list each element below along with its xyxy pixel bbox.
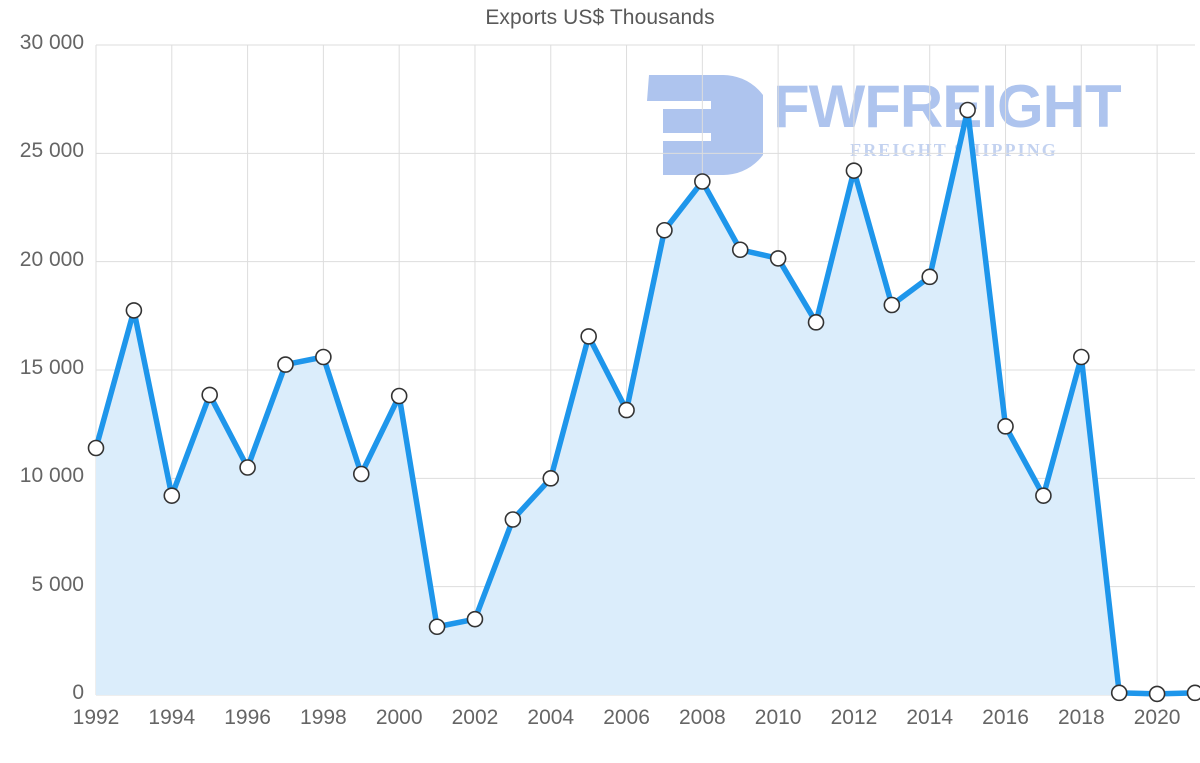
data-point-marker[interactable]: 2021: 100: [1186, 684, 1200, 702]
y-axis-tick-label: 10 000: [19, 464, 84, 488]
x-axis-tick-label: 2018: [1057, 706, 1105, 729]
data-point-marker[interactable]: 2019: 100: [1110, 684, 1128, 702]
x-axis-tick-label: 2008: [678, 706, 726, 729]
series-area: [96, 110, 1195, 695]
y-axis-tick-label: 30 000: [19, 31, 84, 54]
x-axis-tick-label: 2006: [603, 706, 650, 729]
x-axis-tick-label: 2012: [830, 706, 878, 729]
data-point-marker[interactable]: 2006: 13150: [618, 401, 635, 419]
x-axis-tick-label: 2004: [527, 706, 575, 729]
data-point-marker[interactable]: 2001: 3150: [428, 618, 446, 636]
x-axis-tick-label: 2000: [375, 706, 423, 729]
x-axis-tick-label: 2002: [451, 706, 499, 729]
data-point-marker[interactable]: 1999: 10200: [352, 465, 370, 483]
data-point-marker[interactable]: 2012: 24200: [845, 162, 863, 179]
data-point-marker[interactable]: 1993: 17750: [125, 302, 143, 319]
x-axis-tick-label: 2016: [982, 706, 1029, 729]
data-point-marker[interactable]: 2011: 17200: [807, 314, 825, 331]
data-point-marker[interactable]: 2000: 13800: [390, 387, 408, 405]
data-point-marker[interactable]: 2008: 23700: [694, 173, 711, 190]
series-line: [93, 107, 1198, 697]
x-axis-tick-label: 2014: [906, 706, 954, 729]
data-point-marker[interactable]: 1996: 10500: [239, 459, 256, 476]
data-point-marker[interactable]: 2005: 16550: [580, 328, 597, 345]
data-point-marker[interactable]: 2007: 21450: [656, 221, 673, 239]
data-point-marker[interactable]: 1997: 15250: [277, 356, 294, 373]
x-axis-tick-label: 1992: [72, 706, 120, 729]
x-axis-tick-label: 2010: [754, 706, 802, 729]
data-point-marker[interactable]: 2018: 15600: [1073, 348, 1090, 366]
x-axis-tick-label: 2020: [1133, 706, 1181, 729]
data-point-marker[interactable]: 2003: 8100: [504, 511, 522, 528]
x-axis-tick-label: 1994: [148, 706, 196, 729]
data-point-marker[interactable]: 2020: 50: [1148, 685, 1166, 703]
x-axis-tick-label: 1998: [300, 706, 347, 729]
data-point-marker[interactable]: 1995: 13850: [201, 386, 218, 404]
data-point-marker[interactable]: 2016: 12400: [997, 418, 1014, 435]
data-point-marker[interactable]: 2013: 18000: [883, 296, 901, 314]
data-point-marker[interactable]: 2002: 3500: [466, 610, 484, 628]
data-point-marker[interactable]: 1994: 9200: [163, 487, 181, 504]
series-markers[interactable]: 1992: 11400 1993: 17750 1994: 9200 1995: 13…: [87, 101, 1200, 703]
y-axis-tick-label: 0: [72, 681, 84, 704]
data-point-marker[interactable]: 2014: 19300: [921, 268, 939, 286]
data-point-marker[interactable]: 1992: 11400: [87, 439, 105, 457]
data-point-marker[interactable]: 2010: 20150: [769, 250, 787, 267]
chart-title: Exports US$ Thousands: [485, 6, 715, 29]
data-point-marker[interactable]: 2009: 20550: [731, 241, 749, 259]
y-axis-tick-label: 20 000: [19, 247, 84, 271]
y-axis-tick-label: 5 000: [31, 572, 84, 596]
data-point-marker[interactable]: 2017: 9200: [1035, 487, 1052, 504]
data-point-marker[interactable]: 1998: 15600: [315, 348, 332, 366]
y-axis-tick-label: 15 000: [19, 356, 84, 379]
data-point-marker[interactable]: 2015: 27000: [959, 101, 976, 119]
y-axis-tick-label: 25 000: [19, 139, 84, 163]
x-axis-tick-label: 1996: [224, 706, 271, 729]
